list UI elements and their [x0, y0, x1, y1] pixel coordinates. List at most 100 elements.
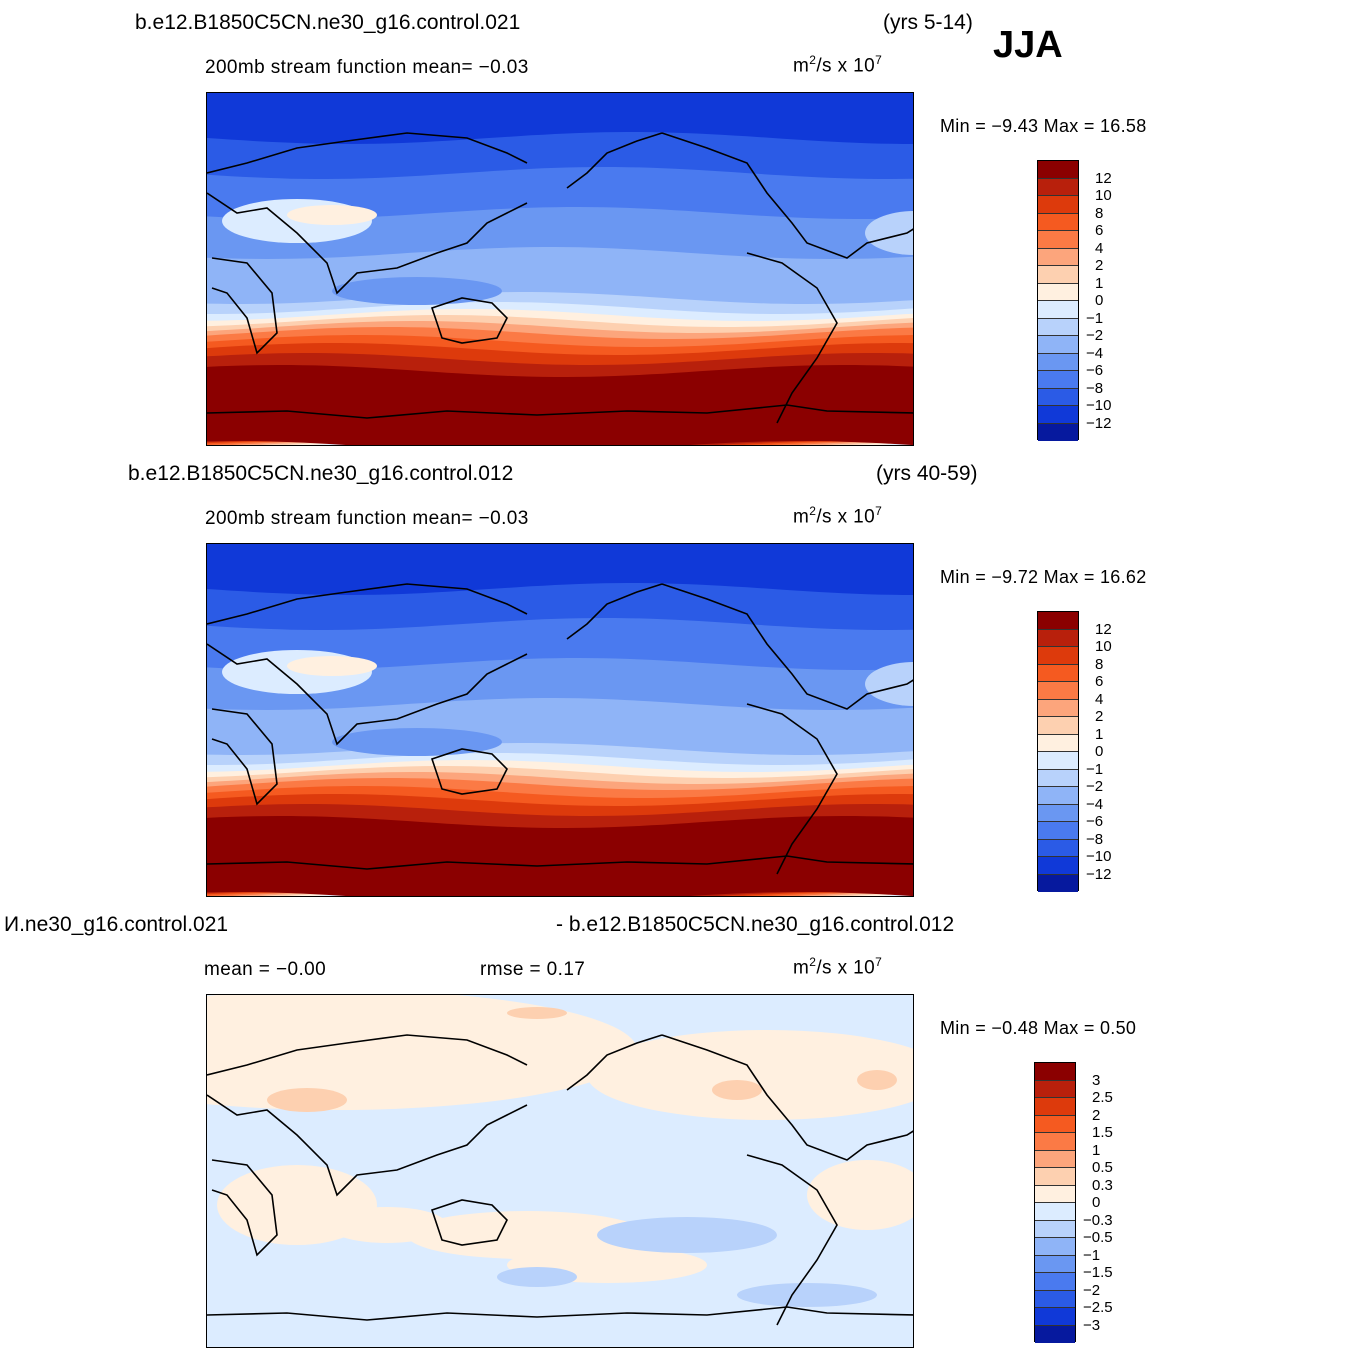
- colorbar-tick-label: 3: [1092, 1071, 1101, 1089]
- anomaly-blob: [327, 1207, 447, 1243]
- colorbar-swatch: [1035, 1115, 1075, 1133]
- colorbar-tick-label: −2: [1083, 1281, 1101, 1299]
- anomaly-blob: [807, 1160, 913, 1230]
- coastline: [207, 855, 913, 870]
- colorbar-swatch: [1038, 717, 1078, 735]
- colorbar-tick-label: 2.5: [1092, 1089, 1113, 1106]
- coastline: [211, 708, 278, 806]
- colorbar-swatch: [1035, 1150, 1075, 1168]
- coastline: [207, 192, 528, 295]
- colorbar-tick-label: 8: [1095, 204, 1104, 222]
- colorbar-tick-label: −4: [1086, 795, 1104, 813]
- colorbar-tick-label: −1.5: [1083, 1264, 1113, 1281]
- colorbar-swatch: [1038, 283, 1078, 301]
- colorbar-tick-label: 2: [1092, 1106, 1101, 1124]
- colorbar-tick-label: −1: [1083, 1246, 1101, 1264]
- colorbar-swatch: [1038, 804, 1078, 822]
- colorbar-tick-label: −10: [1086, 397, 1112, 414]
- colorbar-swatch: [1035, 1203, 1075, 1221]
- minmax-label-3: Min = −0.48 Max = 0.50: [940, 1018, 1137, 1038]
- colorbar-tick-label: −12: [1086, 865, 1112, 883]
- map-panel-3: [206, 994, 914, 1348]
- colorbar-tick-label: 4: [1095, 239, 1104, 257]
- colorbar-swatch: [1038, 734, 1078, 752]
- colorbar-swatch: [1038, 839, 1078, 857]
- colorbar-swatch: [1038, 318, 1078, 336]
- case-label-2: b.e12.B1850C5CN.ne30_g16.control.012: [128, 462, 514, 485]
- colorbar-tick-label: 6: [1095, 222, 1104, 239]
- colorbar-swatch: [1035, 1098, 1075, 1116]
- anomaly-blob: [712, 1080, 762, 1100]
- colorbar-swatch: [1038, 388, 1078, 406]
- coastline: [746, 1154, 838, 1326]
- rmse-label-3: rmse = 0.17: [480, 959, 586, 980]
- colorbar-tick-label: 1: [1095, 274, 1104, 292]
- colorbar-tick-label: −8: [1086, 379, 1104, 397]
- anomaly-blob: [587, 1030, 913, 1120]
- coastline: [207, 1034, 528, 1076]
- colorbar-swatch: [1035, 1290, 1075, 1308]
- anomaly-blob: [497, 1267, 577, 1287]
- colorbar-tick-label: 0.5: [1092, 1159, 1113, 1176]
- map-panel-1: [206, 92, 914, 446]
- colorbar-tick-label: 8: [1095, 655, 1104, 673]
- colorbar-tick-label: 0: [1092, 1194, 1101, 1211]
- units-label-3: m2/s x 107: [793, 955, 883, 979]
- colorbar-tick-label: 1: [1095, 725, 1104, 743]
- minmax-label-1: Min = −9.43 Max = 16.58: [940, 116, 1147, 136]
- colorbar-swatch: [1035, 1063, 1075, 1081]
- colorbar-tick-label: 1.5: [1092, 1124, 1113, 1141]
- coastline: [430, 748, 508, 795]
- colorbar-swatch: [1035, 1133, 1075, 1151]
- anomaly-blob: [737, 1283, 877, 1307]
- colorbar-swatch: [1038, 874, 1078, 892]
- colorbar-tick-label: −12: [1086, 414, 1112, 432]
- anomaly-blob: [597, 1217, 777, 1253]
- colorbar-swatch: [1038, 248, 1078, 266]
- colorbar-swatch: [1035, 1273, 1075, 1291]
- colorbar-swatch: [1038, 371, 1078, 389]
- colorbar-swatch: [1038, 769, 1078, 787]
- colorbar-swatch: [1038, 787, 1078, 805]
- colorbar-tick-label: −10: [1086, 848, 1112, 865]
- colorbar-tick-label: −1: [1086, 760, 1104, 778]
- variable-label-2: 200mb stream function mean= −0.03: [205, 508, 529, 529]
- colorbar-swatch: [1038, 353, 1078, 371]
- coastline: [207, 404, 913, 419]
- coastline: [566, 1034, 663, 1091]
- band-fill: [207, 365, 913, 445]
- colorbar-swatch: [1038, 629, 1078, 647]
- colorbar-swatch: [1035, 1238, 1075, 1256]
- colorbar-tick-label: −6: [1086, 813, 1104, 830]
- colorbar-swatch: [1038, 231, 1078, 249]
- coastline: [207, 643, 528, 746]
- colorbar-swatch: [1035, 1220, 1075, 1238]
- colorbar-swatch: [1038, 336, 1078, 354]
- colorbar-tick-label: 0.3: [1092, 1176, 1113, 1194]
- colorbar-1: [1037, 160, 1079, 441]
- colorbar-swatch: [1035, 1168, 1075, 1186]
- colorbar-swatch: [1038, 664, 1078, 682]
- colorbar-tick-label: −2.5: [1083, 1299, 1113, 1316]
- anomaly-blob: [507, 1007, 567, 1019]
- colorbar-swatch: [1035, 1185, 1075, 1203]
- mean-label-3: mean = −0.00: [204, 959, 327, 980]
- colorbar-swatch: [1038, 699, 1078, 717]
- season-label: JJA: [993, 24, 1063, 66]
- case-label-1: b.e12.B1850C5CN.ne30_g16.control.021: [135, 11, 521, 34]
- coastline: [661, 583, 913, 710]
- colorbar-tick-label: −3: [1083, 1316, 1101, 1334]
- case-label-3-left: И.ne30_g16.control.021: [4, 913, 229, 936]
- colorbar-2: [1037, 611, 1079, 892]
- anomaly-blob: [407, 1211, 647, 1259]
- colorbar-tick-label: −0.5: [1083, 1229, 1113, 1246]
- colorbar-tick-label: −0.3: [1083, 1211, 1113, 1229]
- colorbar-swatch: [1038, 612, 1078, 630]
- colorbar-swatch: [1038, 822, 1078, 840]
- colorbar-tick-label: 0: [1095, 743, 1104, 760]
- colorbar-tick-label: −8: [1086, 830, 1104, 848]
- coastline: [211, 1159, 278, 1257]
- anomaly-blob: [865, 211, 913, 255]
- colorbar-tick-label: −2: [1086, 327, 1104, 344]
- anomaly-blob: [287, 656, 377, 676]
